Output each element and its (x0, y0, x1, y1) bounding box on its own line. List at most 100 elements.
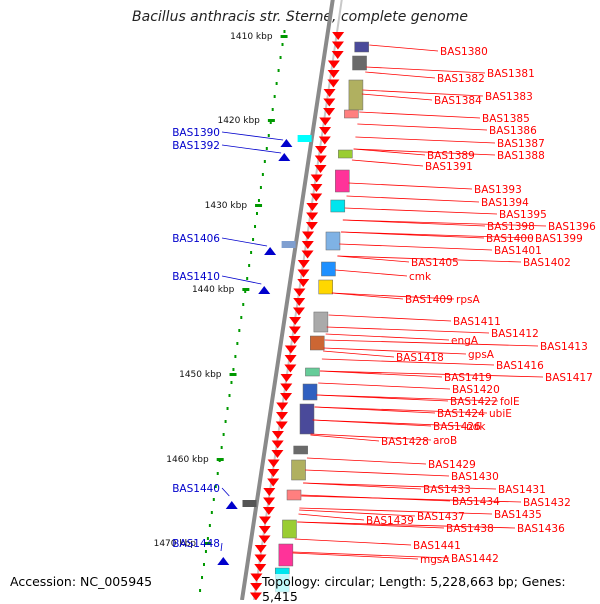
gene-arrow (275, 412, 288, 420)
scale-tick-label: 1470 kbp (154, 539, 197, 549)
gene-arrow (262, 507, 275, 515)
track-dot (244, 290, 247, 293)
gene-block (282, 519, 297, 539)
scale-tick-mark (242, 288, 250, 291)
gene-block (291, 459, 306, 481)
gene-block (325, 231, 341, 251)
gene-arrow (280, 374, 293, 382)
right-gene-label: BAS1393 (474, 184, 522, 196)
track-dot (267, 134, 270, 137)
right-gene-label: BAS1394 (481, 197, 529, 209)
gene-block (330, 199, 346, 213)
right-label-leader (312, 419, 465, 427)
gene-arrow (310, 184, 323, 192)
track-dot (216, 472, 219, 475)
track-dot (201, 576, 204, 579)
gene-block (318, 279, 333, 295)
right-label-leader (306, 457, 427, 465)
gene-arrow (301, 250, 314, 259)
right-gene-label: BAS1442 (451, 553, 499, 565)
gene-arrow (254, 554, 267, 563)
right-gene-label: BAS1391 (425, 161, 473, 173)
track-dot (279, 56, 282, 59)
right-gene-label: BAS1434 (452, 496, 500, 508)
right-gene-label: mgsA (420, 554, 450, 566)
gene-block (321, 261, 336, 277)
left-gene-label: BAS1410 (172, 271, 220, 283)
gene-arrow (306, 203, 319, 211)
right-labels: BAS1380BAS1381BAS1382BAS1383BAS1384BAS13… (292, 44, 596, 566)
gene-arrow (314, 165, 327, 173)
track-dot (246, 277, 249, 280)
gene-block (354, 41, 369, 53)
right-label-leader (331, 292, 404, 300)
gene-arrow (263, 488, 276, 496)
right-label-leader (337, 255, 522, 263)
gene-arrow (331, 41, 344, 50)
right-label-leader (324, 339, 539, 347)
gene-arrow (280, 383, 293, 392)
gene-arrow (310, 174, 323, 183)
right-gene-label: BAS1387 (497, 138, 545, 150)
gene-arrow (267, 478, 280, 487)
scale-tick-mark (204, 542, 212, 545)
gene-arrow (284, 345, 297, 354)
scale-ticks: 1410 kbp 1420 kbp 1430 kbp 1440 kbp 1450 kbp… (154, 32, 288, 549)
track-dot (212, 498, 215, 501)
track-dot (242, 303, 245, 306)
right-label-leader (348, 182, 473, 190)
right-label-leader (314, 406, 488, 414)
track-dot (206, 537, 209, 540)
gene-arrow (310, 193, 323, 202)
gene-arrow (263, 497, 276, 506)
gene-arrow (297, 269, 310, 278)
right-label-leader (357, 123, 488, 131)
right-gene-label: BAS1429 (428, 459, 476, 471)
right-gene-label: aroB (433, 435, 457, 447)
gene-arrow (289, 317, 302, 325)
right-gene-label: BAS1395 (499, 209, 547, 221)
right-label-leader (321, 358, 495, 366)
track-dot (277, 69, 280, 72)
right-label-leader (292, 551, 450, 559)
right-label-leader (328, 314, 452, 322)
right-label-leader (365, 71, 436, 79)
right-gene-label: BAS1417 (545, 372, 593, 384)
left-gene-arrow (280, 139, 293, 147)
right-label-leader (325, 333, 450, 341)
gene-arrow (323, 89, 336, 97)
track-dot (240, 316, 243, 319)
right-label-leader (320, 370, 544, 378)
gene-block (293, 445, 308, 455)
right-label-leader (299, 509, 416, 517)
right-gene-label: BAS1416 (496, 360, 544, 372)
right-gene-label: BAS1441 (413, 540, 461, 552)
gene-arrow (323, 108, 336, 116)
left-label-leader (221, 144, 282, 154)
gene-arrow (259, 516, 272, 525)
right-label-leader (301, 494, 451, 502)
right-label-leader (346, 195, 480, 203)
right-label-leader (342, 219, 547, 227)
track-dot (283, 30, 286, 33)
right-gene-label: BAS1420 (452, 384, 500, 396)
gene-block (278, 543, 294, 567)
right-label-leader (353, 148, 496, 156)
track-dot (238, 329, 241, 332)
right-gene-label: BAS1438 (446, 523, 494, 535)
right-gene-label: BAS1400 (486, 233, 534, 245)
left-gene-arrow (258, 286, 271, 294)
track-dot (273, 95, 276, 98)
gene-arrow (319, 117, 332, 126)
gene-block (299, 403, 315, 435)
right-label-leader (310, 433, 432, 441)
track-dot (234, 355, 237, 358)
gene-arrow (284, 355, 297, 363)
right-gene-label: ndk (466, 421, 486, 433)
genome-title: Bacillus anthracis str. Sterne, complete… (132, 9, 468, 25)
scale-tick-label: 1450 kbp (179, 370, 222, 380)
gene-arrow (332, 32, 345, 40)
right-label-leader (337, 255, 410, 263)
right-gene-label: BAS1401 (494, 245, 542, 257)
